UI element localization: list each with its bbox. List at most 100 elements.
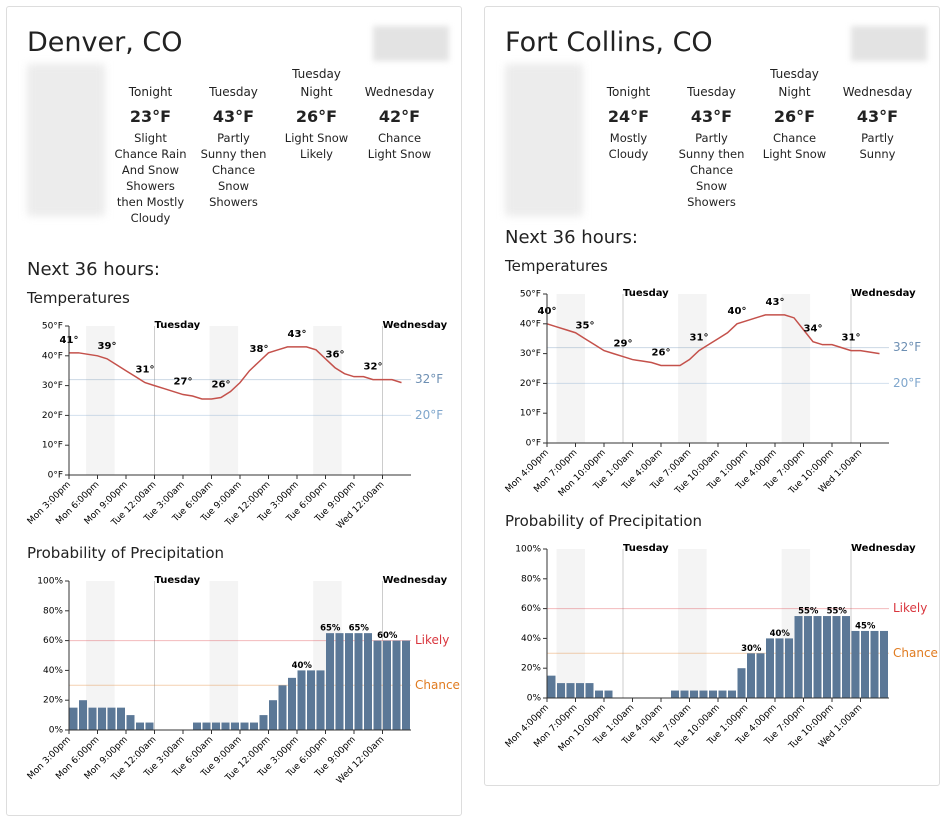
day-label: Wednesday (383, 320, 448, 331)
forecast-row: Tonight 24°F Mostly Cloudy Tuesday 43°F Partl… (587, 63, 919, 210)
value-label: 40% (292, 661, 313, 671)
day-label: Wednesday (851, 543, 916, 554)
value-label: 55% (827, 607, 848, 617)
value-label: 31° (842, 333, 861, 344)
bar (747, 653, 755, 698)
bar (231, 722, 239, 730)
forecast-period: Tuesday 43°F Partly Sunny then Chance Snow… (670, 63, 753, 210)
period-temp: 43°F (856, 107, 899, 126)
forecast-row: Tonight 23°F Slight Chance Rain And Snow S… (109, 63, 441, 226)
forecast-period: Tonight 23°F Slight Chance Rain And Snow S… (109, 63, 192, 226)
value-label: 40° (728, 306, 747, 317)
y-tick-label: 80% (521, 574, 541, 584)
forecast-period: Tuesday Night 26°F Light Snow Likely (275, 63, 358, 226)
bar (547, 675, 556, 698)
y-tick-label: 0% (49, 726, 64, 736)
value-label: 31° (690, 333, 709, 344)
blurred-badge (851, 26, 927, 61)
bar (794, 616, 803, 698)
period-name: Tuesday Night (770, 67, 819, 99)
day-label: Wednesday (851, 288, 916, 299)
day-label: Tuesday (623, 543, 669, 554)
forecast-period: Tonight 24°F Mostly Cloudy (587, 63, 670, 210)
y-tick-label: 50°F (42, 322, 63, 332)
chart-title: Probability of Precipitation (505, 512, 703, 530)
period-temp: 26°F (773, 107, 816, 126)
bar (576, 683, 584, 698)
forecast-period: Tuesday Night 26°F Chance Light Snow (753, 63, 836, 210)
bar (240, 722, 249, 730)
bar (604, 690, 613, 698)
bar (737, 668, 746, 698)
bar (373, 640, 382, 730)
bar (117, 707, 125, 730)
bar (785, 638, 793, 698)
bar (259, 715, 268, 730)
period-name: Tuesday (687, 85, 736, 99)
bar (88, 707, 97, 730)
bar (804, 616, 812, 698)
period-name: Wednesday (364, 85, 435, 99)
value-label: 39° (98, 341, 117, 352)
shade-band (556, 294, 585, 443)
reference-label: 32°F (415, 372, 443, 386)
bar (202, 722, 211, 730)
period-desc: Chance Light Snow (762, 131, 827, 161)
y-tick-label: 0% (527, 694, 542, 704)
bar (79, 700, 87, 730)
y-tick-label: 30°F (42, 381, 63, 391)
value-label: 55% (798, 607, 819, 617)
period-name: Tuesday (209, 85, 258, 99)
reference-label: Chance (893, 646, 938, 660)
reference-label: Likely (415, 633, 449, 647)
temperature-line (69, 346, 402, 400)
blurred-image (27, 64, 105, 216)
blurred-badge (373, 26, 449, 61)
y-tick-label: 40% (43, 666, 63, 676)
bar (354, 633, 363, 730)
bar (307, 670, 315, 730)
y-tick-label: 10°F (520, 409, 541, 419)
day-label: Tuesday (155, 320, 201, 331)
chart-title: Temperatures (505, 257, 608, 275)
reference-label: 20°F (893, 376, 921, 390)
y-tick-label: 30°F (520, 349, 541, 359)
temperature-chart: Tuesday Wednesday 32°F 20°F 40° 35° 29° 26° 31° 4… (504, 288, 921, 499)
y-tick-label: 60% (521, 604, 541, 614)
section-heading: Next 36 hours: (27, 259, 160, 280)
bar (671, 690, 679, 698)
bar (766, 638, 774, 698)
value-label: 45% (855, 621, 876, 631)
value-label: 38° (250, 344, 269, 355)
bar (842, 616, 850, 698)
y-tick-label: 40°F (42, 351, 63, 361)
y-tick-label: 20% (521, 664, 541, 674)
value-label: 32° (364, 362, 383, 373)
period-desc: Mostly Cloudy (608, 131, 649, 161)
bar (107, 707, 116, 730)
y-tick-label: 40°F (520, 319, 541, 329)
bar (250, 722, 258, 730)
period-desc: Slight Chance Rain And Snow Showers then… (114, 131, 187, 225)
bar (557, 683, 565, 698)
bar (136, 722, 144, 730)
period-desc: Partly Sunny then Chance Snow Showers (200, 131, 267, 209)
shade-band (86, 581, 115, 730)
period-desc: Partly Sunny then Chance Snow Showers (678, 131, 745, 209)
bar (690, 690, 698, 698)
shade-band (556, 549, 585, 698)
bar (709, 690, 717, 698)
bar (718, 690, 727, 698)
shade-band (313, 326, 342, 475)
period-desc: Partly Sunny (859, 131, 896, 161)
bar (861, 630, 869, 698)
bar (880, 630, 888, 698)
value-label: 43° (766, 297, 785, 308)
value-label: 30% (741, 644, 762, 654)
bar (269, 700, 277, 730)
city-title: Fort Collins, CO (505, 27, 713, 58)
y-tick-label: 20°F (520, 379, 541, 389)
period-desc: Light Snow Likely (284, 131, 349, 161)
value-label: 34° (804, 324, 823, 335)
bar (221, 722, 230, 730)
